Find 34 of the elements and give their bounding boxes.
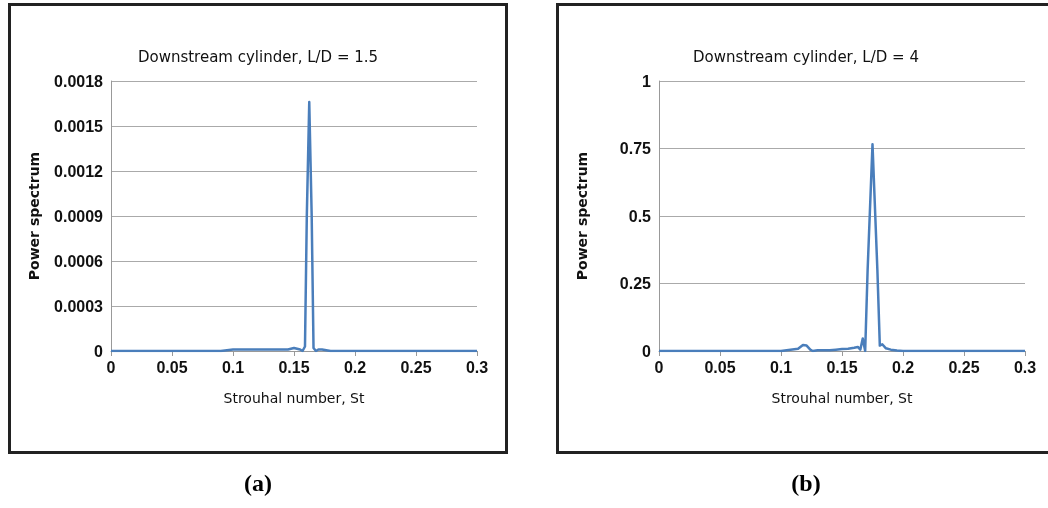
- chart-title: Downstream cylinder, L/D = 4: [693, 47, 919, 66]
- text: (a): [243, 470, 273, 497]
- x-axis-title: Strouhal number, St: [771, 390, 913, 406]
- text: (b): [790, 470, 822, 497]
- y-tick-label: 0: [94, 342, 104, 360]
- x-tick-label: 0.1: [221, 358, 245, 376]
- y-tick-label: 0.0009: [54, 207, 104, 225]
- chart-title: Downstream cylinder, L/D = 1.5: [137, 47, 379, 66]
- x-axis-title: Strouhal number, St: [223, 390, 365, 406]
- x-tick-label: 0: [654, 358, 664, 376]
- y-tick-label: 0.0003: [54, 297, 104, 315]
- y-axis-title: Power spectrum: [26, 151, 42, 281]
- x-tick-label: 0.05: [156, 358, 188, 376]
- y-tick-label: 1: [642, 72, 652, 90]
- x-tick-label: 0.1: [769, 358, 793, 376]
- x-tick-label: 0: [106, 358, 116, 376]
- x-tick-label: 0.25: [400, 358, 432, 376]
- x-tick-label: 0.15: [278, 358, 310, 376]
- y-tick-label: 0.0015: [54, 117, 104, 135]
- x-tick-label: 0.05: [704, 358, 736, 376]
- y-tick-label: 0: [642, 342, 652, 360]
- y-tick-label: 0.25: [619, 275, 652, 292]
- x-tick-label: 0.2: [891, 358, 915, 376]
- y-tick-label: 0.5: [628, 207, 652, 225]
- x-tick-label: 0.25: [948, 358, 980, 376]
- x-tick-label: 0.3: [1013, 358, 1037, 376]
- y-axis-title: Power spectrum: [574, 151, 590, 281]
- y-tick-label: 0.0018: [54, 72, 104, 90]
- y-tick-label: 0.0012: [54, 162, 104, 180]
- x-tick-label: 0.2: [343, 358, 367, 376]
- x-tick-label: 0.15: [826, 358, 858, 376]
- y-tick-label: 0.75: [619, 140, 652, 157]
- y-tick-label: 0.0006: [54, 252, 104, 270]
- x-tick-label: 0.3: [465, 358, 489, 376]
